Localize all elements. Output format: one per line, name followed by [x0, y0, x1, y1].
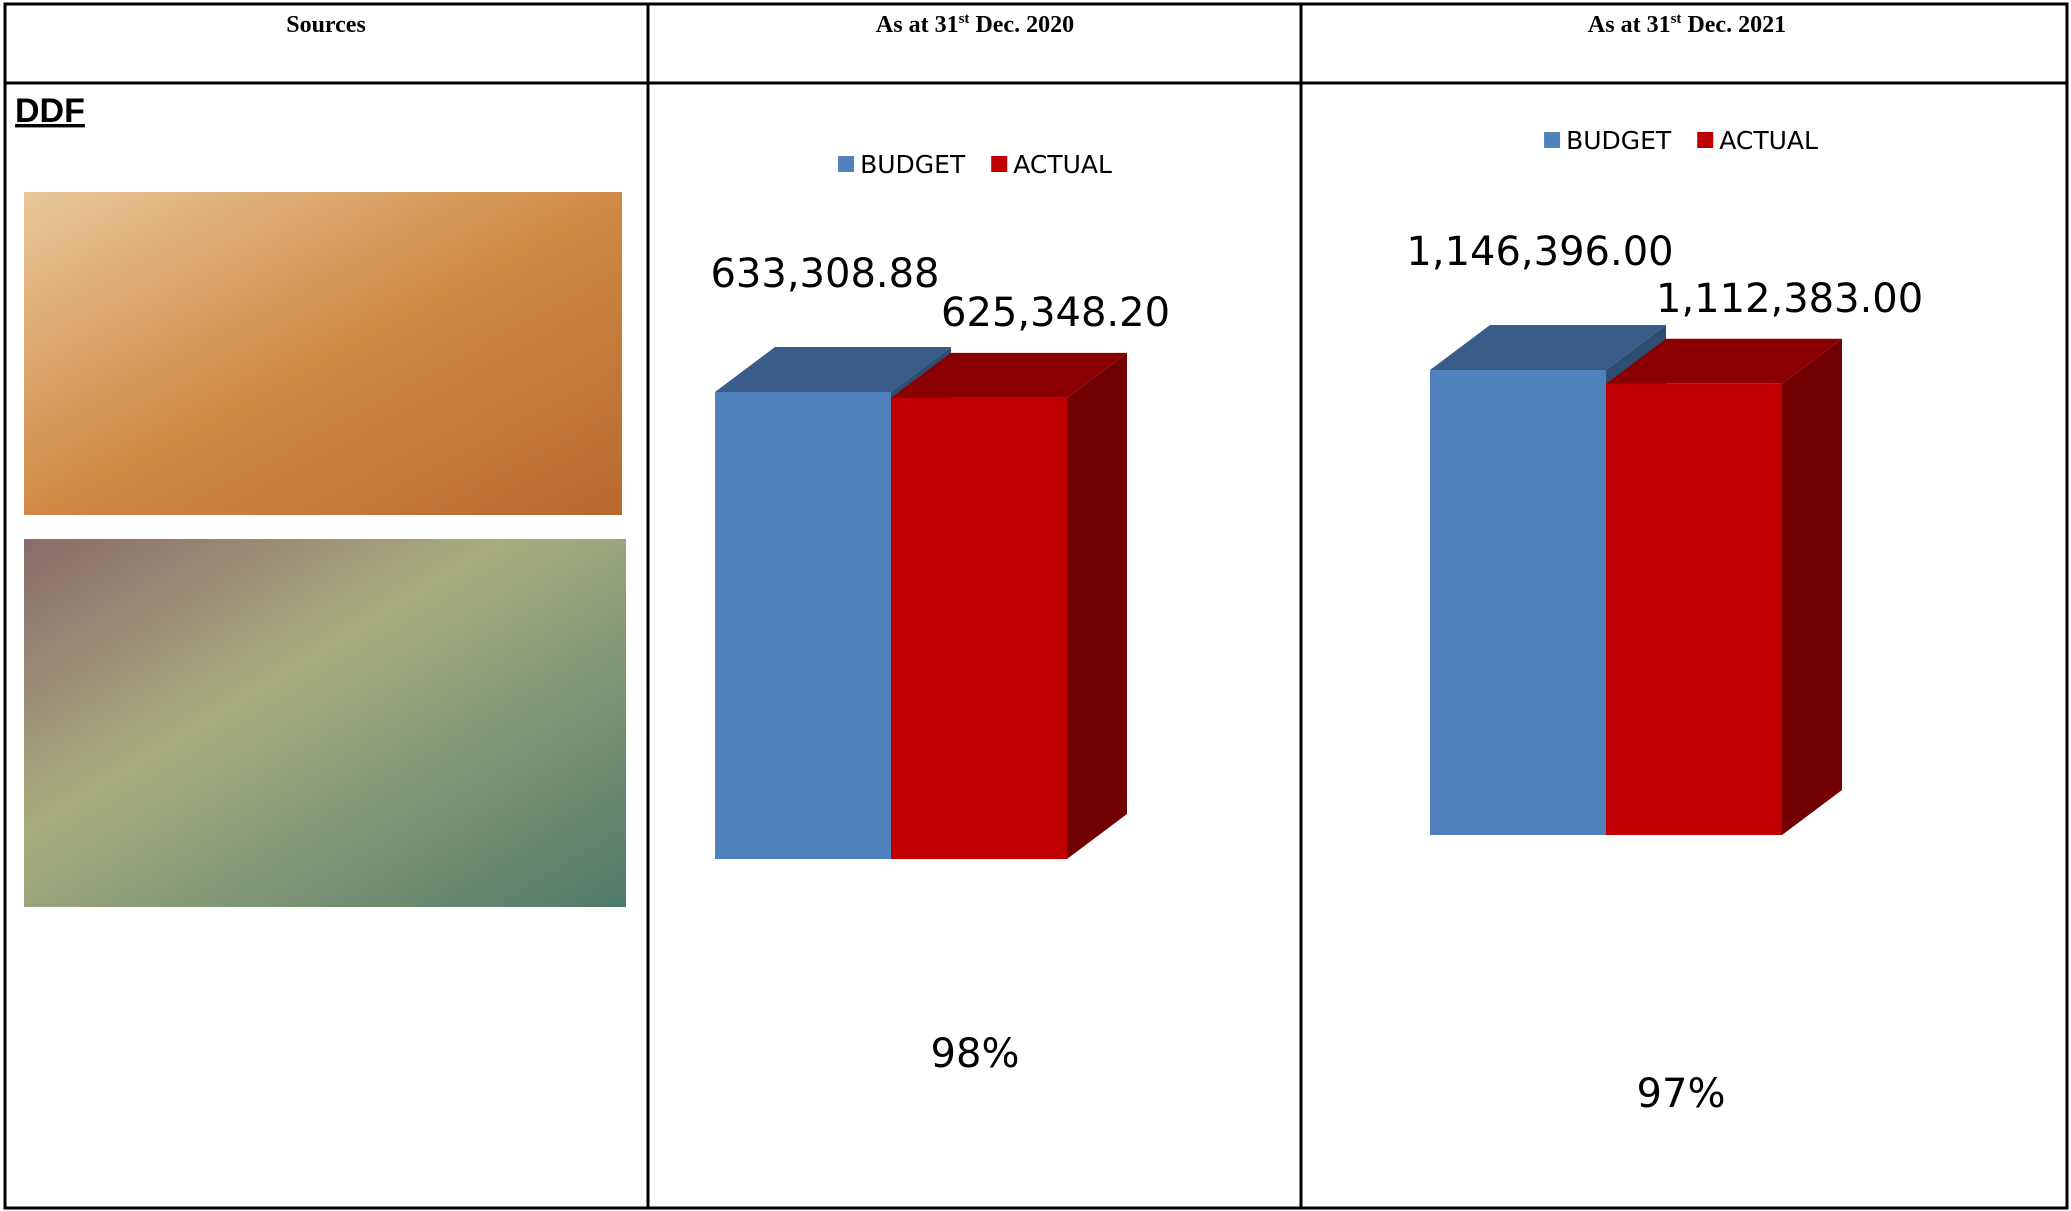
header-text: As at 31	[876, 12, 959, 38]
header-cell: As at 31st Dec. 2021	[1588, 11, 1786, 38]
legend-swatch	[1544, 132, 1561, 148]
source-label: DDF	[15, 92, 85, 130]
header-sup: st	[959, 11, 970, 27]
header-sup: st	[1671, 11, 1682, 27]
legend-label: BUDGET	[1566, 126, 1672, 155]
bar-top	[715, 347, 951, 392]
bar	[1430, 370, 1606, 835]
bar	[1606, 383, 1782, 835]
legend-label: ACTUAL	[1719, 126, 1818, 155]
bar-top	[1606, 338, 1842, 384]
percentage-annotation: 97%	[1637, 1071, 1726, 1117]
data-label: 1,146,396.00	[1406, 229, 1673, 275]
bar-top	[891, 352, 1127, 398]
money-photo	[24, 539, 626, 907]
table-grid	[3, 2, 2069, 1210]
header-cell: Sources	[286, 12, 366, 38]
data-label: 625,348.20	[941, 290, 1170, 336]
legend-swatch	[991, 156, 1008, 172]
header-text: Dec. 2021	[1681, 12, 1786, 38]
legend-swatch	[838, 156, 855, 172]
data-label: 1,112,383.00	[1656, 276, 1923, 322]
bar	[715, 392, 891, 859]
data-label: 633,308.88	[710, 251, 939, 297]
header-text: As at 31	[1588, 12, 1671, 38]
bar-top	[1430, 325, 1666, 370]
legend-label: ACTUAL	[1013, 150, 1112, 179]
banknote-photo	[24, 192, 622, 515]
bar	[891, 397, 1067, 859]
legend-swatch	[1697, 132, 1714, 148]
header-text: Dec. 2020	[969, 12, 1074, 38]
header-cell: As at 31st Dec. 2020	[876, 11, 1074, 38]
legend-label: BUDGET	[860, 150, 966, 179]
table-border	[3, 2, 2069, 1210]
percentage-annotation: 98%	[931, 1031, 1020, 1077]
bar-side	[1782, 338, 1842, 835]
bar-side	[1067, 352, 1127, 859]
